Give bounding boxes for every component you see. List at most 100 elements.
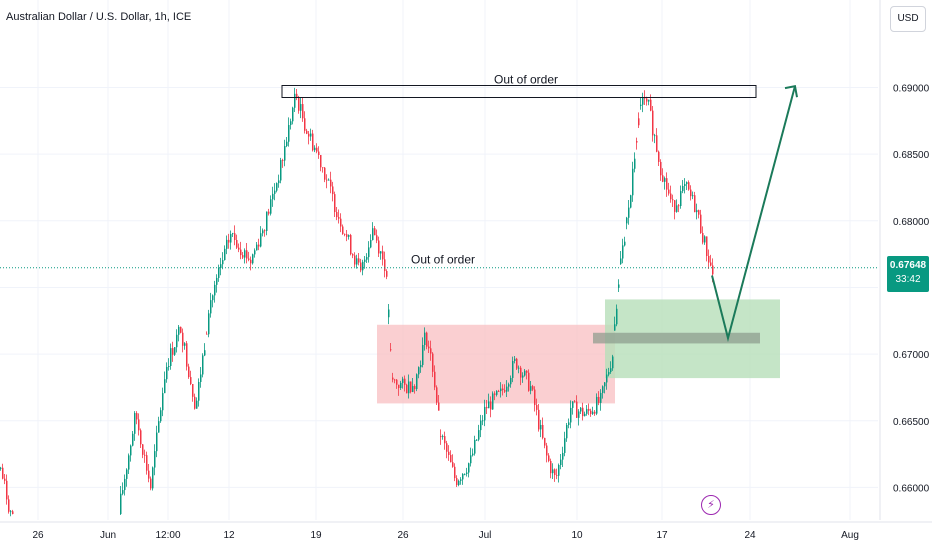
candle-body [130,445,132,456]
candle-body [622,245,624,259]
candle-body [288,125,290,142]
candle-body [650,99,652,111]
candle-body [562,452,564,460]
candle-body [500,388,502,392]
candle-body [236,239,238,248]
candle-body [510,377,512,385]
candle-body [192,384,194,397]
candle-body [378,240,380,254]
candle-body [248,258,250,260]
candle-body [202,355,204,375]
candle-body [688,182,690,190]
resistance-box [281,85,757,98]
candle-body [502,388,504,391]
candle-body [144,454,146,456]
candle-body [490,401,492,410]
candle-body [258,244,260,247]
candle-body [632,168,634,196]
candle-body [206,333,208,335]
candle-body [550,460,552,474]
candle-body [466,472,468,474]
projection-arrow [711,85,796,343]
candle-body [140,430,142,445]
candle-body [230,234,232,243]
symbol-title: Australian Dollar / U.S. Dollar, 1h, ICE [6,11,191,23]
candle-body [172,348,174,355]
candle-body [506,386,508,392]
candle-body [294,93,296,108]
candle-body [406,384,408,394]
candle-body [520,367,522,378]
y-tick-label: 0.66000 [893,483,930,494]
candle-body [608,372,610,375]
y-tick-label: 0.68000 [893,217,930,228]
candle-body [220,264,222,268]
currency-button[interactable]: USD [890,6,926,32]
candle-body [696,210,698,213]
candle-body [514,358,516,362]
candle-body [516,358,518,369]
candle-body [326,179,328,181]
x-tick-label: 12 [223,530,235,541]
candle-body [256,244,258,251]
candle-body [452,462,454,467]
candle-body [606,374,608,383]
candle-body [322,167,324,169]
candle-body [204,350,206,356]
candle-body [234,233,236,240]
candle-body [242,255,244,258]
candle-body [330,179,332,187]
candle-body [240,249,242,256]
candle-body [692,195,694,197]
candle-body [188,366,190,378]
candle-body [472,453,474,456]
candle-body [414,386,416,390]
candle-body [250,259,252,264]
candle-body [390,349,392,351]
candle-body [586,408,588,414]
candle-body [416,374,418,390]
candle-body [304,118,306,131]
candle-body [430,348,432,354]
candle-body [208,313,210,335]
candle-body [348,235,350,237]
candle-body [508,384,510,387]
candle-body [298,97,300,111]
candle-body [654,135,656,137]
candle-body [340,218,342,227]
candle-body [412,386,414,392]
candle-body [642,97,644,105]
candle-body [198,381,200,401]
candle-body [686,182,688,185]
candle-body [392,377,394,380]
candle-body [264,230,266,232]
y-tick-label: 0.66500 [893,417,930,428]
candle-body [174,347,176,355]
candle-body [276,183,278,191]
candle-body [678,205,680,207]
candle-body [302,104,304,119]
arrow-head [784,84,798,98]
candle-body [656,135,658,152]
candle-body [156,432,158,452]
candle-body [306,130,308,134]
candle-body [698,210,700,215]
candle-body [196,400,198,409]
candle-body [604,382,606,387]
candle-body [434,371,436,388]
candle-body [482,420,484,422]
candle-body [182,332,184,346]
candle-body [160,410,162,422]
last-price: 0.67648 [889,260,927,271]
bar-countdown: 33:42 [895,274,921,285]
candle-body [564,438,566,453]
candle-body [460,479,462,481]
candle-body [556,475,558,476]
candle-body [402,378,404,383]
candle-body [672,199,674,201]
candle-body [328,179,330,181]
annotation-layer: Out of order Out of order [0,73,878,343]
lightning-bolt-icon[interactable]: ⚡ [701,495,721,515]
candle-body [534,389,536,406]
